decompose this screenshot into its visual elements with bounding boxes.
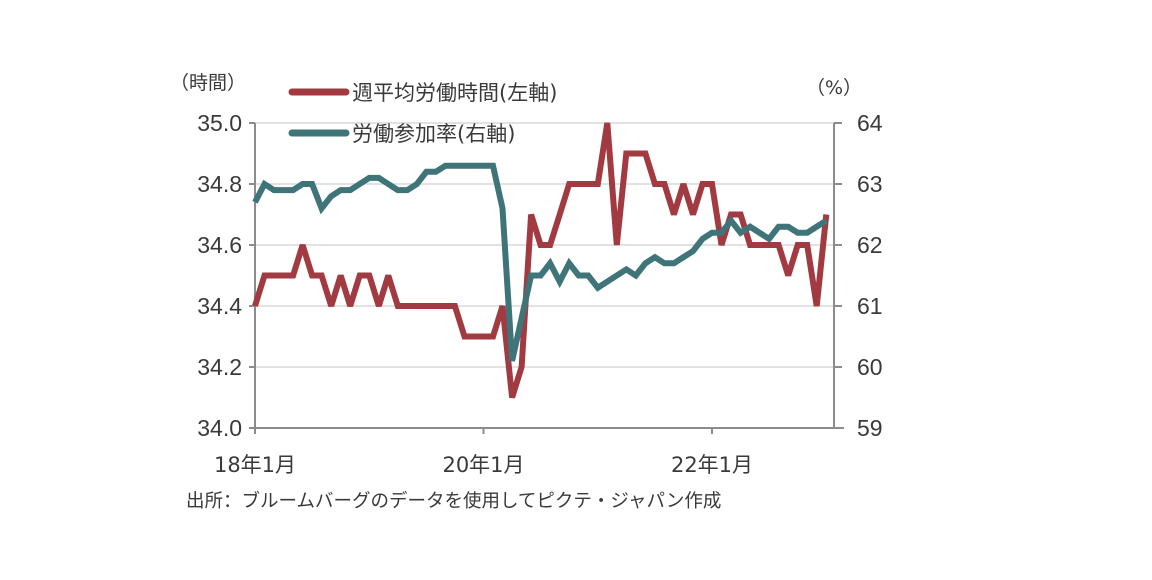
left-tick-label: 34.0 (197, 415, 242, 441)
right-axis-unit-label: （%） (806, 77, 862, 99)
x-tick-label: 18年1月 (214, 453, 296, 477)
right-tick-label: 60 (857, 354, 883, 380)
right-tick-label: 59 (857, 415, 883, 441)
legend-label-participation: 労働参加率(右軸) (352, 122, 515, 146)
right-tick-label: 63 (857, 171, 883, 197)
x-tick-label: 22年1月 (671, 453, 753, 477)
right-axis-ticks: 59 60 61 62 63 64 (834, 110, 883, 441)
series-line-weekly-hours (252, 122, 830, 399)
legend: 週平均労働時間(左軸) 労働参加率(右軸) (288, 81, 557, 146)
series-lines (252, 122, 830, 399)
right-tick-label: 64 (857, 110, 883, 136)
right-tick-label: 61 (857, 293, 883, 319)
left-axis-unit-label: （時間） (170, 72, 246, 94)
axes (249, 123, 844, 429)
right-tick-label: 62 (857, 232, 883, 258)
series-line-participation-rate (252, 162, 828, 362)
source-note: 出所：ブルームバーグのデータを使用してピクテ・ジャパン作成 (186, 490, 721, 512)
legend-label-hours: 週平均労働時間(左軸) (352, 81, 557, 105)
left-tick-label: 34.6 (197, 232, 242, 258)
left-axis-ticks: 34.0 34.2 34.4 34.6 34.8 35.0 (197, 110, 255, 441)
left-tick-label: 34.4 (197, 293, 242, 319)
left-tick-label: 35.0 (197, 110, 242, 136)
left-tick-label: 34.2 (197, 354, 242, 380)
x-axis-ticks: 18年1月 20年1月 22年1月 (214, 428, 753, 477)
x-tick-label: 20年1月 (442, 453, 524, 477)
left-tick-label: 34.8 (197, 171, 242, 197)
